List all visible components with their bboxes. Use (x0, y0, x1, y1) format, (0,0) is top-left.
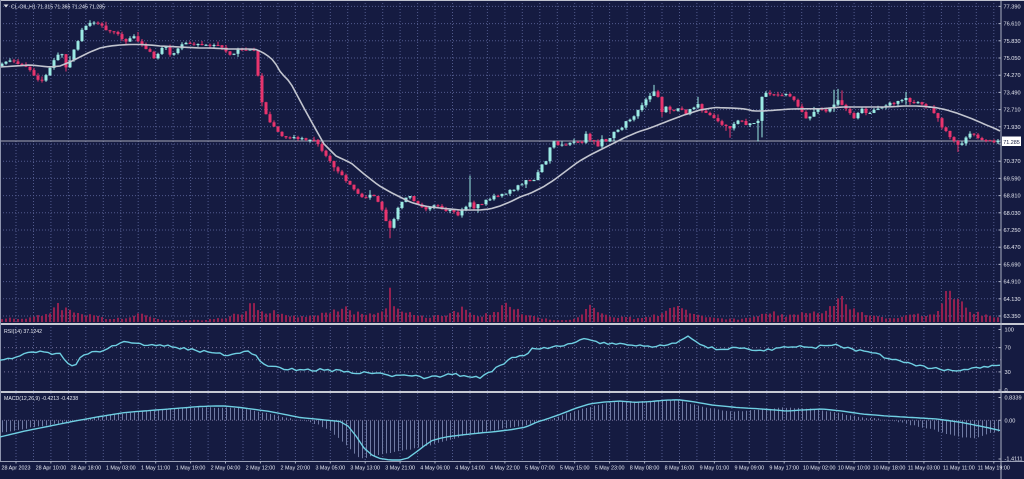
svg-text:2 May 20:00: 2 May 20:00 (281, 466, 311, 472)
svg-text:28 Apr 18:00: 28 Apr 18:00 (71, 466, 102, 472)
svg-text:11 May 03:00: 11 May 03:00 (908, 466, 940, 472)
svg-text:70.370: 70.370 (1004, 159, 1021, 165)
svg-text:74.270: 74.270 (1004, 73, 1021, 79)
svg-text:5 May 23:00: 5 May 23:00 (595, 466, 625, 472)
svg-text:0.00: 0.00 (1005, 418, 1016, 424)
svg-text:3 May 21:00: 3 May 21:00 (385, 466, 415, 472)
svg-text:67.250: 67.250 (1004, 228, 1021, 234)
svg-text:8 May 16:00: 8 May 16:00 (665, 466, 695, 472)
svg-text:64.910: 64.910 (1004, 280, 1021, 286)
svg-text:3 May 13:00: 3 May 13:00 (350, 466, 380, 472)
svg-text:5 May 15:00: 5 May 15:00 (560, 466, 590, 472)
svg-text:MACD(12,26,9) -0.4213 -0.4238: MACD(12,26,9) -0.4213 -0.4238 (4, 396, 78, 402)
svg-text:2 May 04:00: 2 May 04:00 (211, 466, 241, 472)
svg-text:4 May 14:00: 4 May 14:00 (455, 466, 485, 472)
svg-text:68.810: 68.810 (1004, 194, 1021, 200)
svg-text:CL-OIL,H1 71.315 71.365 71.24: CL-OIL,H1 71.315 71.365 71.245 71.285 (11, 5, 105, 11)
svg-text:9 May 17:00: 9 May 17:00 (769, 466, 799, 472)
svg-text:4 May 06:00: 4 May 06:00 (420, 466, 450, 472)
svg-text:70: 70 (1005, 346, 1011, 352)
svg-text:5 May 07:00: 5 May 07:00 (525, 466, 555, 472)
svg-text:2 May 12:00: 2 May 12:00 (246, 466, 276, 472)
svg-text:28 Apr 2023: 28 Apr 2023 (1, 466, 30, 472)
svg-text:9 May 09:00: 9 May 09:00 (734, 466, 764, 472)
svg-text:69.590: 69.590 (1004, 176, 1021, 182)
svg-text:68.030: 68.030 (1004, 211, 1021, 217)
svg-text:0: 0 (1005, 388, 1008, 394)
svg-text:65.690: 65.690 (1004, 262, 1021, 268)
svg-text:76.610: 76.610 (1004, 22, 1021, 28)
svg-text:30: 30 (1005, 370, 1011, 376)
svg-text:11 May 19:00: 11 May 19:00 (978, 466, 1010, 472)
svg-text:63.350: 63.350 (1004, 314, 1021, 320)
svg-text:-1.4111: -1.4111 (1005, 457, 1023, 463)
svg-text:66.470: 66.470 (1004, 245, 1021, 251)
svg-text:10 May 18:00: 10 May 18:00 (873, 466, 906, 472)
svg-text:4 May 22:00: 4 May 22:00 (490, 466, 520, 472)
svg-text:100: 100 (1005, 328, 1014, 334)
svg-text:75.830: 75.830 (1004, 39, 1021, 45)
svg-text:10 May 02:00: 10 May 02:00 (803, 466, 836, 472)
svg-text:28 Apr 10:00: 28 Apr 10:00 (36, 466, 67, 472)
svg-text:72.710: 72.710 (1004, 108, 1021, 114)
svg-text:11 May 11:00: 11 May 11:00 (943, 466, 975, 472)
svg-text:RSI(14) 37.1242: RSI(14) 37.1242 (4, 329, 42, 335)
svg-text:71.930: 71.930 (1004, 125, 1021, 131)
svg-text:64.130: 64.130 (1004, 297, 1021, 303)
svg-text:1 May 19:00: 1 May 19:00 (176, 466, 206, 472)
svg-text:3 May 05:00: 3 May 05:00 (315, 466, 345, 472)
svg-text:71.285: 71.285 (1003, 140, 1020, 146)
svg-text:73.490: 73.490 (1004, 90, 1021, 96)
svg-text:8 May 08:00: 8 May 08:00 (630, 466, 660, 472)
svg-text:75.050: 75.050 (1004, 56, 1021, 62)
svg-text:0.8339: 0.8339 (1005, 396, 1022, 402)
svg-text:1 May 03:00: 1 May 03:00 (106, 466, 136, 472)
svg-text:9 May 01:00: 9 May 01:00 (700, 466, 730, 472)
svg-text:1 May 11:00: 1 May 11:00 (141, 466, 170, 472)
svg-text:10 May 10:00: 10 May 10:00 (838, 466, 871, 472)
svg-text:77.390: 77.390 (1004, 4, 1021, 10)
